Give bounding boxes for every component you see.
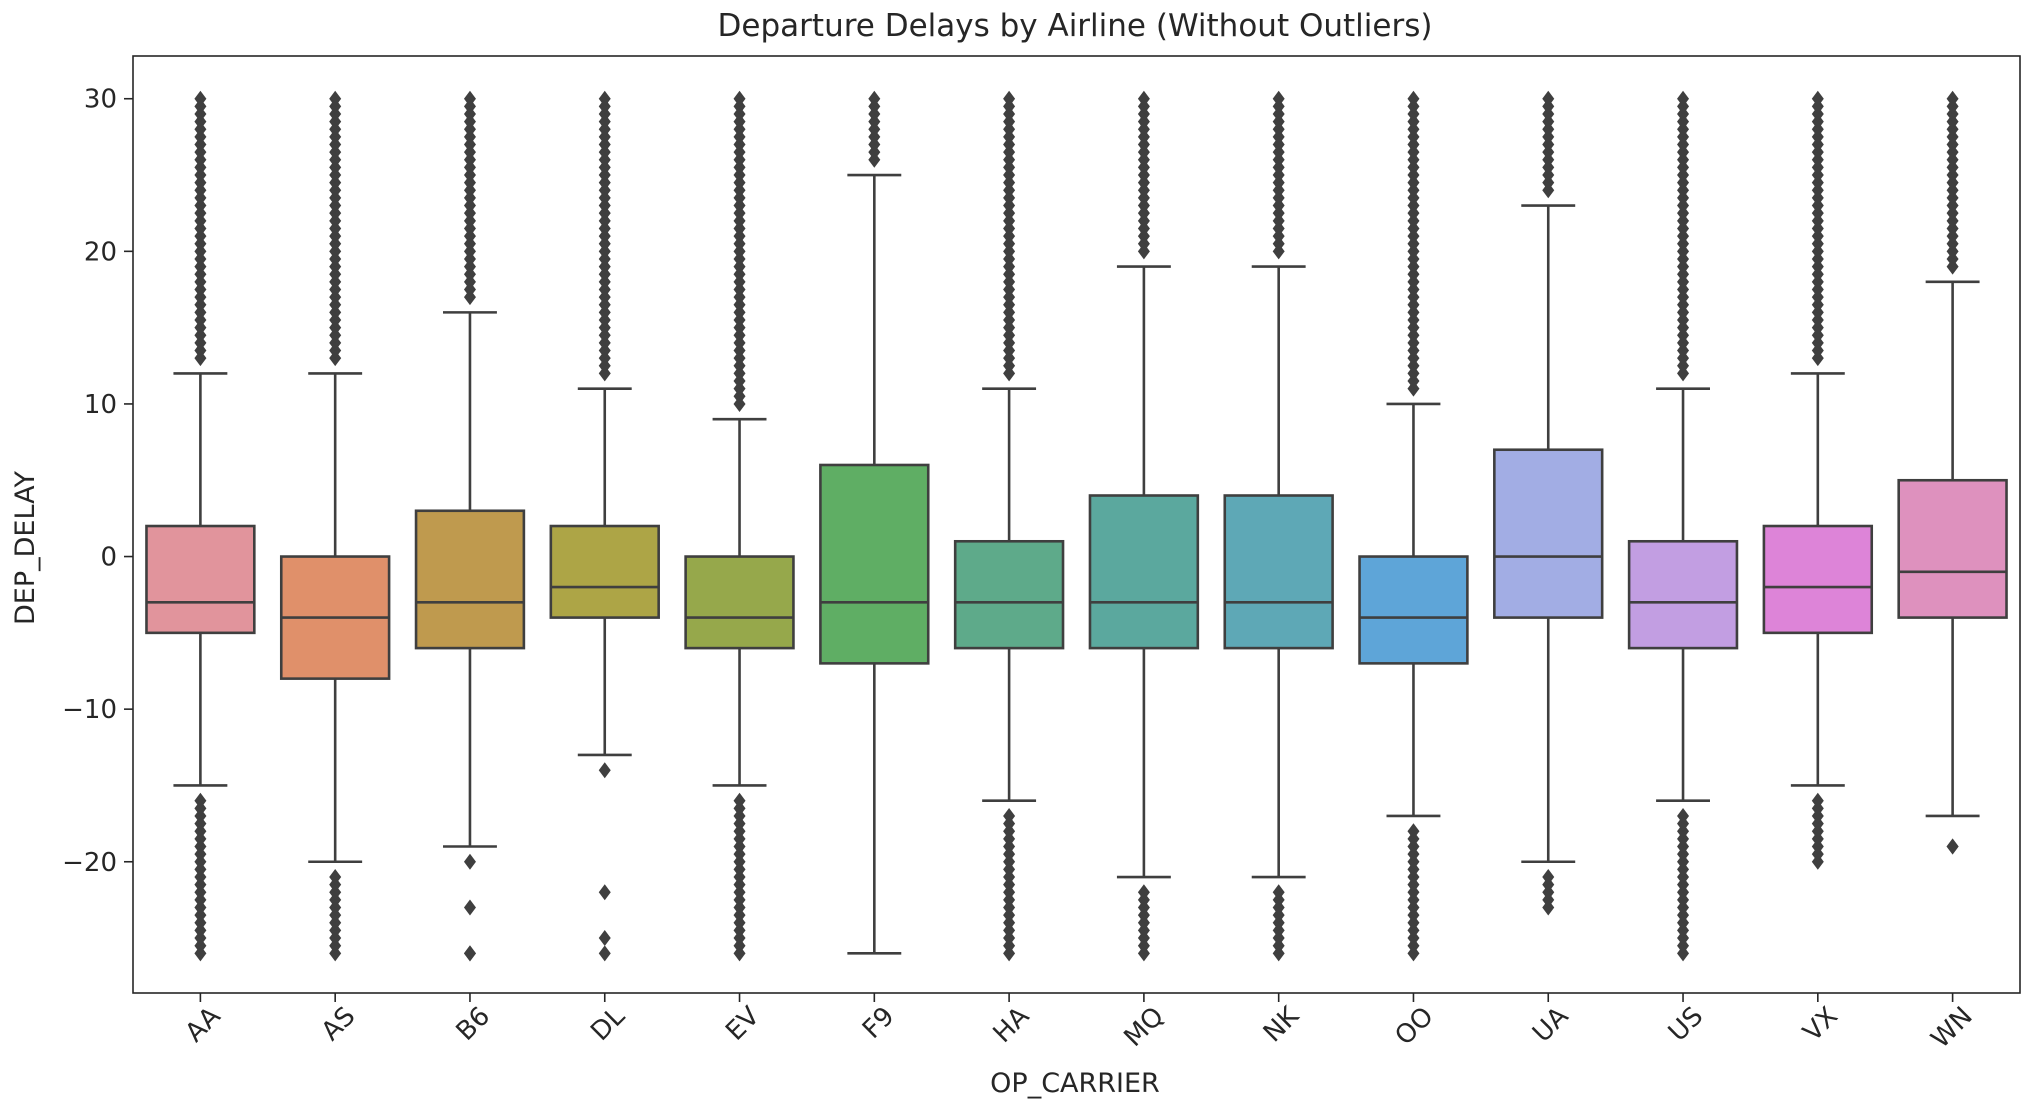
flier-low: [598, 945, 611, 962]
flier-high: [1677, 90, 1690, 107]
box-AS: [279, 90, 391, 962]
boxes-group: [145, 90, 2008, 962]
flier-high: [598, 90, 611, 107]
flier-low: [463, 945, 476, 962]
iqr-box: [1897, 478, 2008, 619]
flier-low: [463, 853, 476, 870]
x-tick-label: UA: [1527, 1001, 1574, 1048]
iqr-box: [1493, 448, 1604, 619]
chart-title: Departure Delays by Airline (Without Out…: [718, 8, 1433, 44]
iqr-box: [1088, 494, 1200, 650]
flier-low: [1407, 823, 1420, 840]
iqr-box: [1358, 555, 1469, 665]
y-tick-label: −10: [62, 695, 117, 725]
box-EV: [684, 90, 795, 962]
flier-low: [733, 792, 746, 809]
flier-high: [868, 90, 881, 107]
iqr-box: [549, 524, 660, 619]
box-B6: [414, 90, 526, 962]
flier-low: [598, 884, 611, 901]
box-WN: [1897, 90, 2008, 855]
iqr-box: [819, 463, 930, 665]
flier-low: [194, 792, 207, 809]
flier-low: [463, 899, 476, 916]
x-tick-label: EV: [720, 1001, 766, 1047]
iqr-box: [414, 509, 526, 650]
iqr-box: [953, 539, 1065, 650]
flier-high: [1811, 90, 1824, 107]
iqr-box: [1627, 539, 1739, 650]
x-tick-label: NK: [1258, 1001, 1306, 1049]
x-tick-label: DL: [585, 1001, 631, 1047]
x-axis-label: OP_CARRIER: [990, 1068, 1160, 1099]
flier-high: [1272, 90, 1285, 107]
x-tick-label: VX: [1798, 1001, 1844, 1047]
box-VX: [1762, 90, 1874, 870]
flier-low: [1677, 807, 1690, 824]
box-MQ: [1088, 90, 1200, 962]
y-axis-label: DEP_DELAY: [10, 470, 41, 625]
iqr-box: [1762, 524, 1874, 635]
box-HA: [953, 90, 1065, 962]
x-tick-label: OO: [1389, 1001, 1439, 1051]
y-tick-label: 10: [84, 390, 117, 420]
box-AA: [145, 90, 256, 962]
flier-low: [1811, 792, 1824, 809]
flier-high: [1946, 90, 1959, 107]
flier-high: [1407, 90, 1420, 107]
x-tick-label: MQ: [1119, 1001, 1171, 1053]
flier-low: [1272, 884, 1285, 901]
flier-high: [1003, 90, 1016, 107]
flier-high: [194, 90, 207, 107]
x-tick-label: US: [1663, 1001, 1709, 1047]
box-US: [1627, 90, 1739, 962]
x-tick-label: HA: [988, 1001, 1036, 1049]
flier-low: [1137, 884, 1150, 901]
iqr-box: [145, 524, 256, 635]
flier-high: [329, 90, 342, 107]
flier-high: [1137, 90, 1150, 107]
box-DL: [549, 90, 660, 962]
y-axis: −20 −10 0 10 20 30: [62, 85, 133, 878]
y-tick-label: 0: [100, 543, 117, 573]
flier-low: [1003, 807, 1016, 824]
box-NK: [1223, 90, 1334, 962]
flier-low: [1946, 838, 1959, 855]
flier-low: [1542, 869, 1555, 886]
flier-low: [598, 930, 611, 947]
y-tick-label: 30: [84, 85, 117, 115]
box-OO: [1358, 90, 1469, 962]
flier-high: [1542, 90, 1555, 107]
flier-low: [598, 762, 611, 779]
x-tick-label: AA: [180, 1001, 227, 1048]
y-tick-label: −20: [62, 848, 117, 878]
flier-low: [329, 869, 342, 886]
iqr-box: [684, 555, 795, 650]
x-tick-label: AS: [316, 1001, 361, 1046]
box-F9: [819, 90, 930, 955]
y-tick-label: 20: [84, 237, 117, 267]
x-tick-label: WN: [1926, 1001, 1979, 1054]
flier-high: [733, 90, 746, 107]
box-UA: [1493, 90, 1604, 916]
x-axis: AA AS B6 DL EV F9 HA MQ NK OO UA US VX WN: [180, 993, 1979, 1054]
iqr-box: [1223, 494, 1334, 650]
x-tick-label: B6: [451, 1001, 497, 1047]
flier-high: [463, 90, 476, 107]
plot-frame: [132, 55, 2021, 994]
x-tick-label: F9: [857, 1001, 900, 1044]
